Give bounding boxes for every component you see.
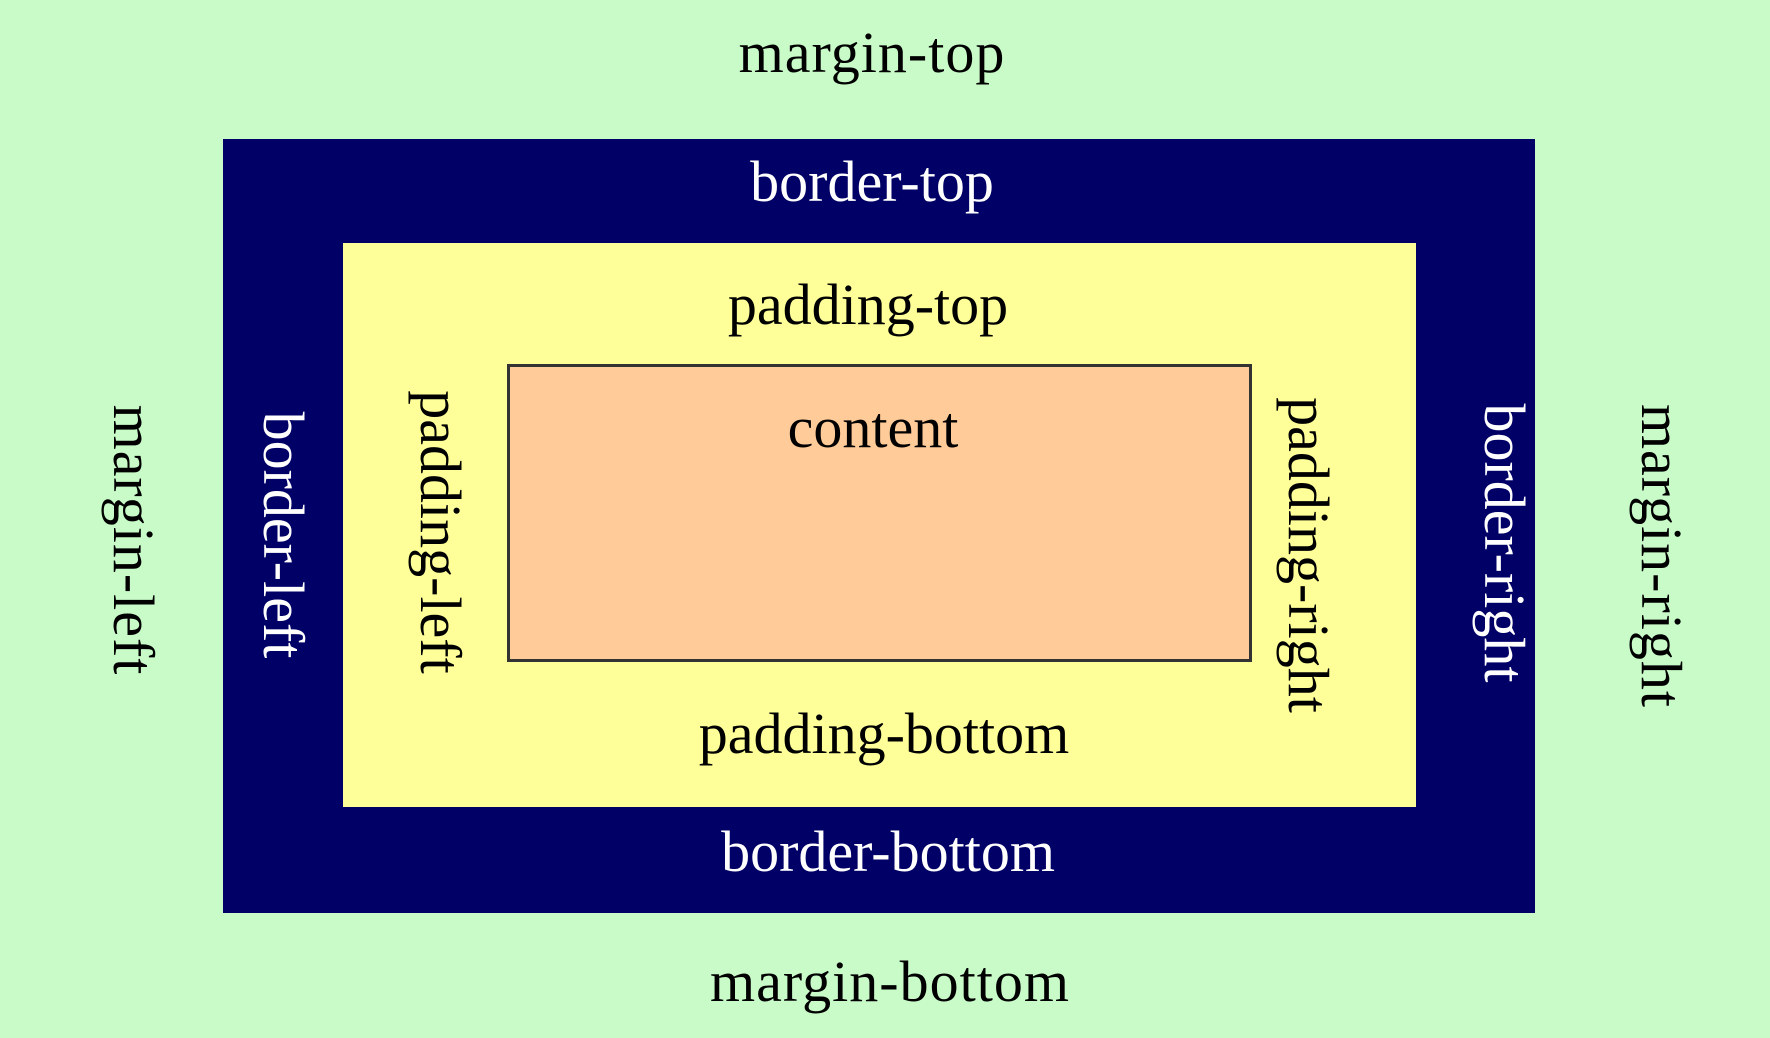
margin-bottom-label: margin-bottom bbox=[710, 949, 1070, 1014]
border-left-label: border-left bbox=[251, 411, 316, 659]
border-right-label: border-right bbox=[1472, 403, 1537, 683]
margin-right-label: margin-right bbox=[1629, 403, 1694, 709]
border-top-label: border-top bbox=[750, 149, 994, 214]
content-region bbox=[507, 364, 1252, 662]
content-label: content bbox=[787, 395, 959, 460]
margin-top-label: margin-top bbox=[738, 20, 1006, 85]
padding-top-label: padding-top bbox=[727, 272, 1009, 337]
padding-bottom-label: padding-bottom bbox=[698, 701, 1070, 766]
padding-left-label: padding-left bbox=[408, 390, 473, 674]
border-bottom-label: border-bottom bbox=[721, 819, 1055, 884]
margin-left-label: margin-left bbox=[101, 404, 166, 676]
padding-right-label: padding-right bbox=[1276, 397, 1341, 713]
